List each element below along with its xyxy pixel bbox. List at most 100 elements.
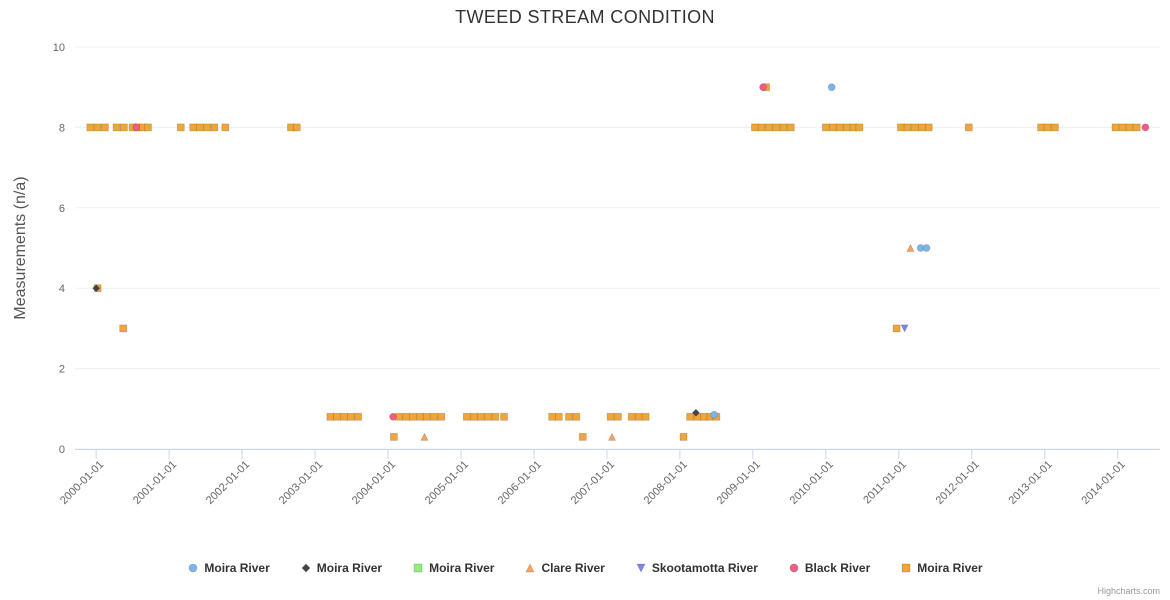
- data-point[interactable]: [679, 432, 688, 441]
- legend-marker-circle-icon: [789, 563, 799, 573]
- data-point[interactable]: [843, 123, 851, 132]
- data-point[interactable]: [906, 243, 915, 252]
- data-point[interactable]: [1132, 123, 1141, 132]
- legend-item-3[interactable]: Clare River: [524, 561, 605, 575]
- data-point[interactable]: [918, 123, 926, 132]
- data-point[interactable]: [606, 412, 615, 421]
- legend-item-2[interactable]: Moira River: [412, 561, 494, 575]
- data-point[interactable]: [484, 412, 492, 421]
- data-point[interactable]: [422, 412, 431, 421]
- data-point[interactable]: [500, 412, 508, 421]
- data-point[interactable]: [1037, 123, 1045, 132]
- data-point[interactable]: [554, 412, 563, 421]
- data-point[interactable]: [203, 123, 212, 132]
- data-point[interactable]: [292, 123, 301, 132]
- legend-item-0[interactable]: Moira River: [187, 561, 270, 575]
- y-axis-labels: 0 2 4 6 8 10: [53, 42, 65, 456]
- data-point[interactable]: [340, 412, 349, 421]
- legend-item-4[interactable]: Skootamotta River: [635, 561, 758, 575]
- data-point[interactable]: [910, 123, 919, 132]
- data-point[interactable]: [691, 408, 700, 417]
- data-point[interactable]: [855, 123, 864, 132]
- credits-link[interactable]: Highcharts.com: [1097, 586, 1160, 596]
- data-point[interactable]: [635, 412, 643, 421]
- y-gridlines: [75, 46, 1160, 450]
- x-tick-label: 2012-01-01: [934, 459, 982, 507]
- chart-title: TWEED STREAM CONDITION: [455, 7, 715, 27]
- data-point[interactable]: [1141, 123, 1150, 132]
- data-point[interactable]: [786, 123, 795, 132]
- data-point[interactable]: [757, 123, 766, 132]
- data-point[interactable]: [491, 412, 500, 421]
- data-point[interactable]: [346, 412, 355, 421]
- data-point[interactable]: [354, 412, 363, 421]
- data-point[interactable]: [900, 324, 909, 333]
- data-point[interactable]: [710, 410, 719, 419]
- data-point[interactable]: [924, 123, 933, 132]
- data-point[interactable]: [897, 123, 905, 132]
- data-point[interactable]: [964, 123, 973, 132]
- legend-item-5[interactable]: Black River: [788, 561, 870, 575]
- x-axis: 2000-01-01 2001-01-01 2002-01-01 2003-01-01…: [58, 449, 1160, 507]
- data-point[interactable]: [221, 123, 230, 132]
- data-point[interactable]: [176, 123, 185, 132]
- data-point[interactable]: [614, 412, 622, 421]
- data-point[interactable]: [821, 123, 830, 132]
- data-point[interactable]: [1125, 123, 1134, 132]
- data-point[interactable]: [779, 123, 788, 132]
- data-point[interactable]: [437, 412, 446, 421]
- data-point[interactable]: [408, 412, 417, 421]
- data-point[interactable]: [1118, 123, 1127, 132]
- data-point[interactable]: [565, 412, 573, 421]
- data-point[interactable]: [751, 123, 759, 132]
- data-point[interactable]: [827, 83, 836, 92]
- data-point[interactable]: [462, 412, 471, 421]
- data-point[interactable]: [101, 123, 109, 132]
- data-point[interactable]: [772, 123, 781, 132]
- data-point[interactable]: [93, 123, 102, 132]
- data-point[interactable]: [548, 412, 557, 421]
- data-point[interactable]: [92, 284, 101, 293]
- data-point[interactable]: [144, 123, 152, 132]
- data-point[interactable]: [765, 123, 773, 132]
- data-point[interactable]: [326, 412, 335, 421]
- legend-label: Moira River: [917, 561, 983, 575]
- data-point[interactable]: [195, 123, 204, 132]
- data-point[interactable]: [86, 123, 95, 132]
- data-point[interactable]: [1051, 123, 1059, 132]
- data-point[interactable]: [420, 432, 429, 441]
- data-point[interactable]: [120, 123, 128, 132]
- data-point[interactable]: [210, 123, 219, 132]
- data-point[interactable]: [700, 412, 708, 421]
- data-point[interactable]: [112, 123, 121, 132]
- legend-item-6[interactable]: Moira River: [900, 561, 983, 575]
- data-point[interactable]: [389, 412, 398, 421]
- data-point[interactable]: [903, 123, 912, 132]
- data-point[interactable]: [607, 432, 617, 441]
- data-point[interactable]: [1111, 123, 1120, 132]
- data-point[interactable]: [430, 412, 438, 421]
- data-point[interactable]: [892, 324, 901, 333]
- data-point[interactable]: [470, 412, 479, 421]
- data-point[interactable]: [578, 432, 587, 441]
- data-point[interactable]: [189, 123, 198, 132]
- data-point[interactable]: [922, 244, 931, 252]
- data-point[interactable]: [572, 412, 581, 421]
- data-point[interactable]: [627, 412, 636, 421]
- data-point[interactable]: [119, 324, 128, 333]
- data-point[interactable]: [132, 123, 141, 132]
- data-point[interactable]: [759, 83, 767, 92]
- data-point[interactable]: [476, 412, 485, 421]
- data-point[interactable]: [389, 432, 398, 441]
- x-tick-label: 2000-01-01: [58, 459, 106, 507]
- data-point[interactable]: [835, 123, 844, 132]
- data-point[interactable]: [641, 412, 650, 421]
- data-point[interactable]: [686, 412, 694, 421]
- data-point[interactable]: [332, 412, 341, 421]
- y-axis-title: Measurements (n/a): [12, 176, 29, 319]
- data-point[interactable]: [402, 412, 411, 421]
- data-point[interactable]: [829, 123, 837, 132]
- legend-item-1[interactable]: Moira River: [300, 561, 382, 575]
- data-point[interactable]: [1043, 123, 1052, 132]
- data-point[interactable]: [416, 412, 425, 421]
